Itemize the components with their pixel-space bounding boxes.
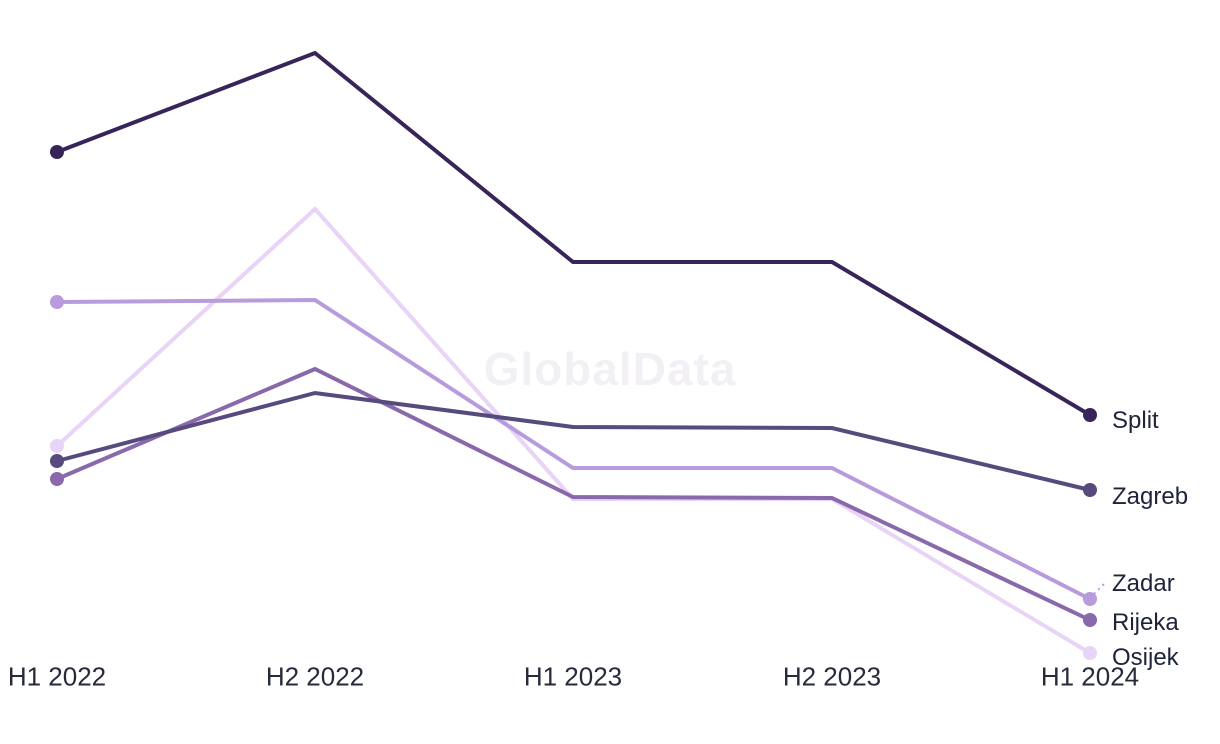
watermark-text: GlobalData (483, 343, 737, 395)
series-point-rijeka-start (50, 472, 64, 486)
series-point-zagreb-start (50, 454, 64, 468)
series-point-split-end (1083, 408, 1097, 422)
series-point-rijeka-end (1083, 613, 1097, 627)
series-point-zagreb-end (1083, 483, 1097, 497)
series-point-osijek-end (1083, 646, 1097, 660)
series-line-zadar (56, 297, 1091, 601)
series-point-zadar-end (1083, 592, 1097, 606)
series-point-zadar-start (50, 295, 64, 309)
series-line-rijeka (56, 366, 1091, 622)
series-point-split-start (50, 145, 64, 159)
series-point-osijek-start (50, 439, 64, 453)
series-line-osijek (55, 206, 1092, 655)
label-leader-line-zadar (1093, 581, 1107, 595)
series-line-split (56, 50, 1092, 417)
series-line-zagreb (56, 390, 1091, 492)
